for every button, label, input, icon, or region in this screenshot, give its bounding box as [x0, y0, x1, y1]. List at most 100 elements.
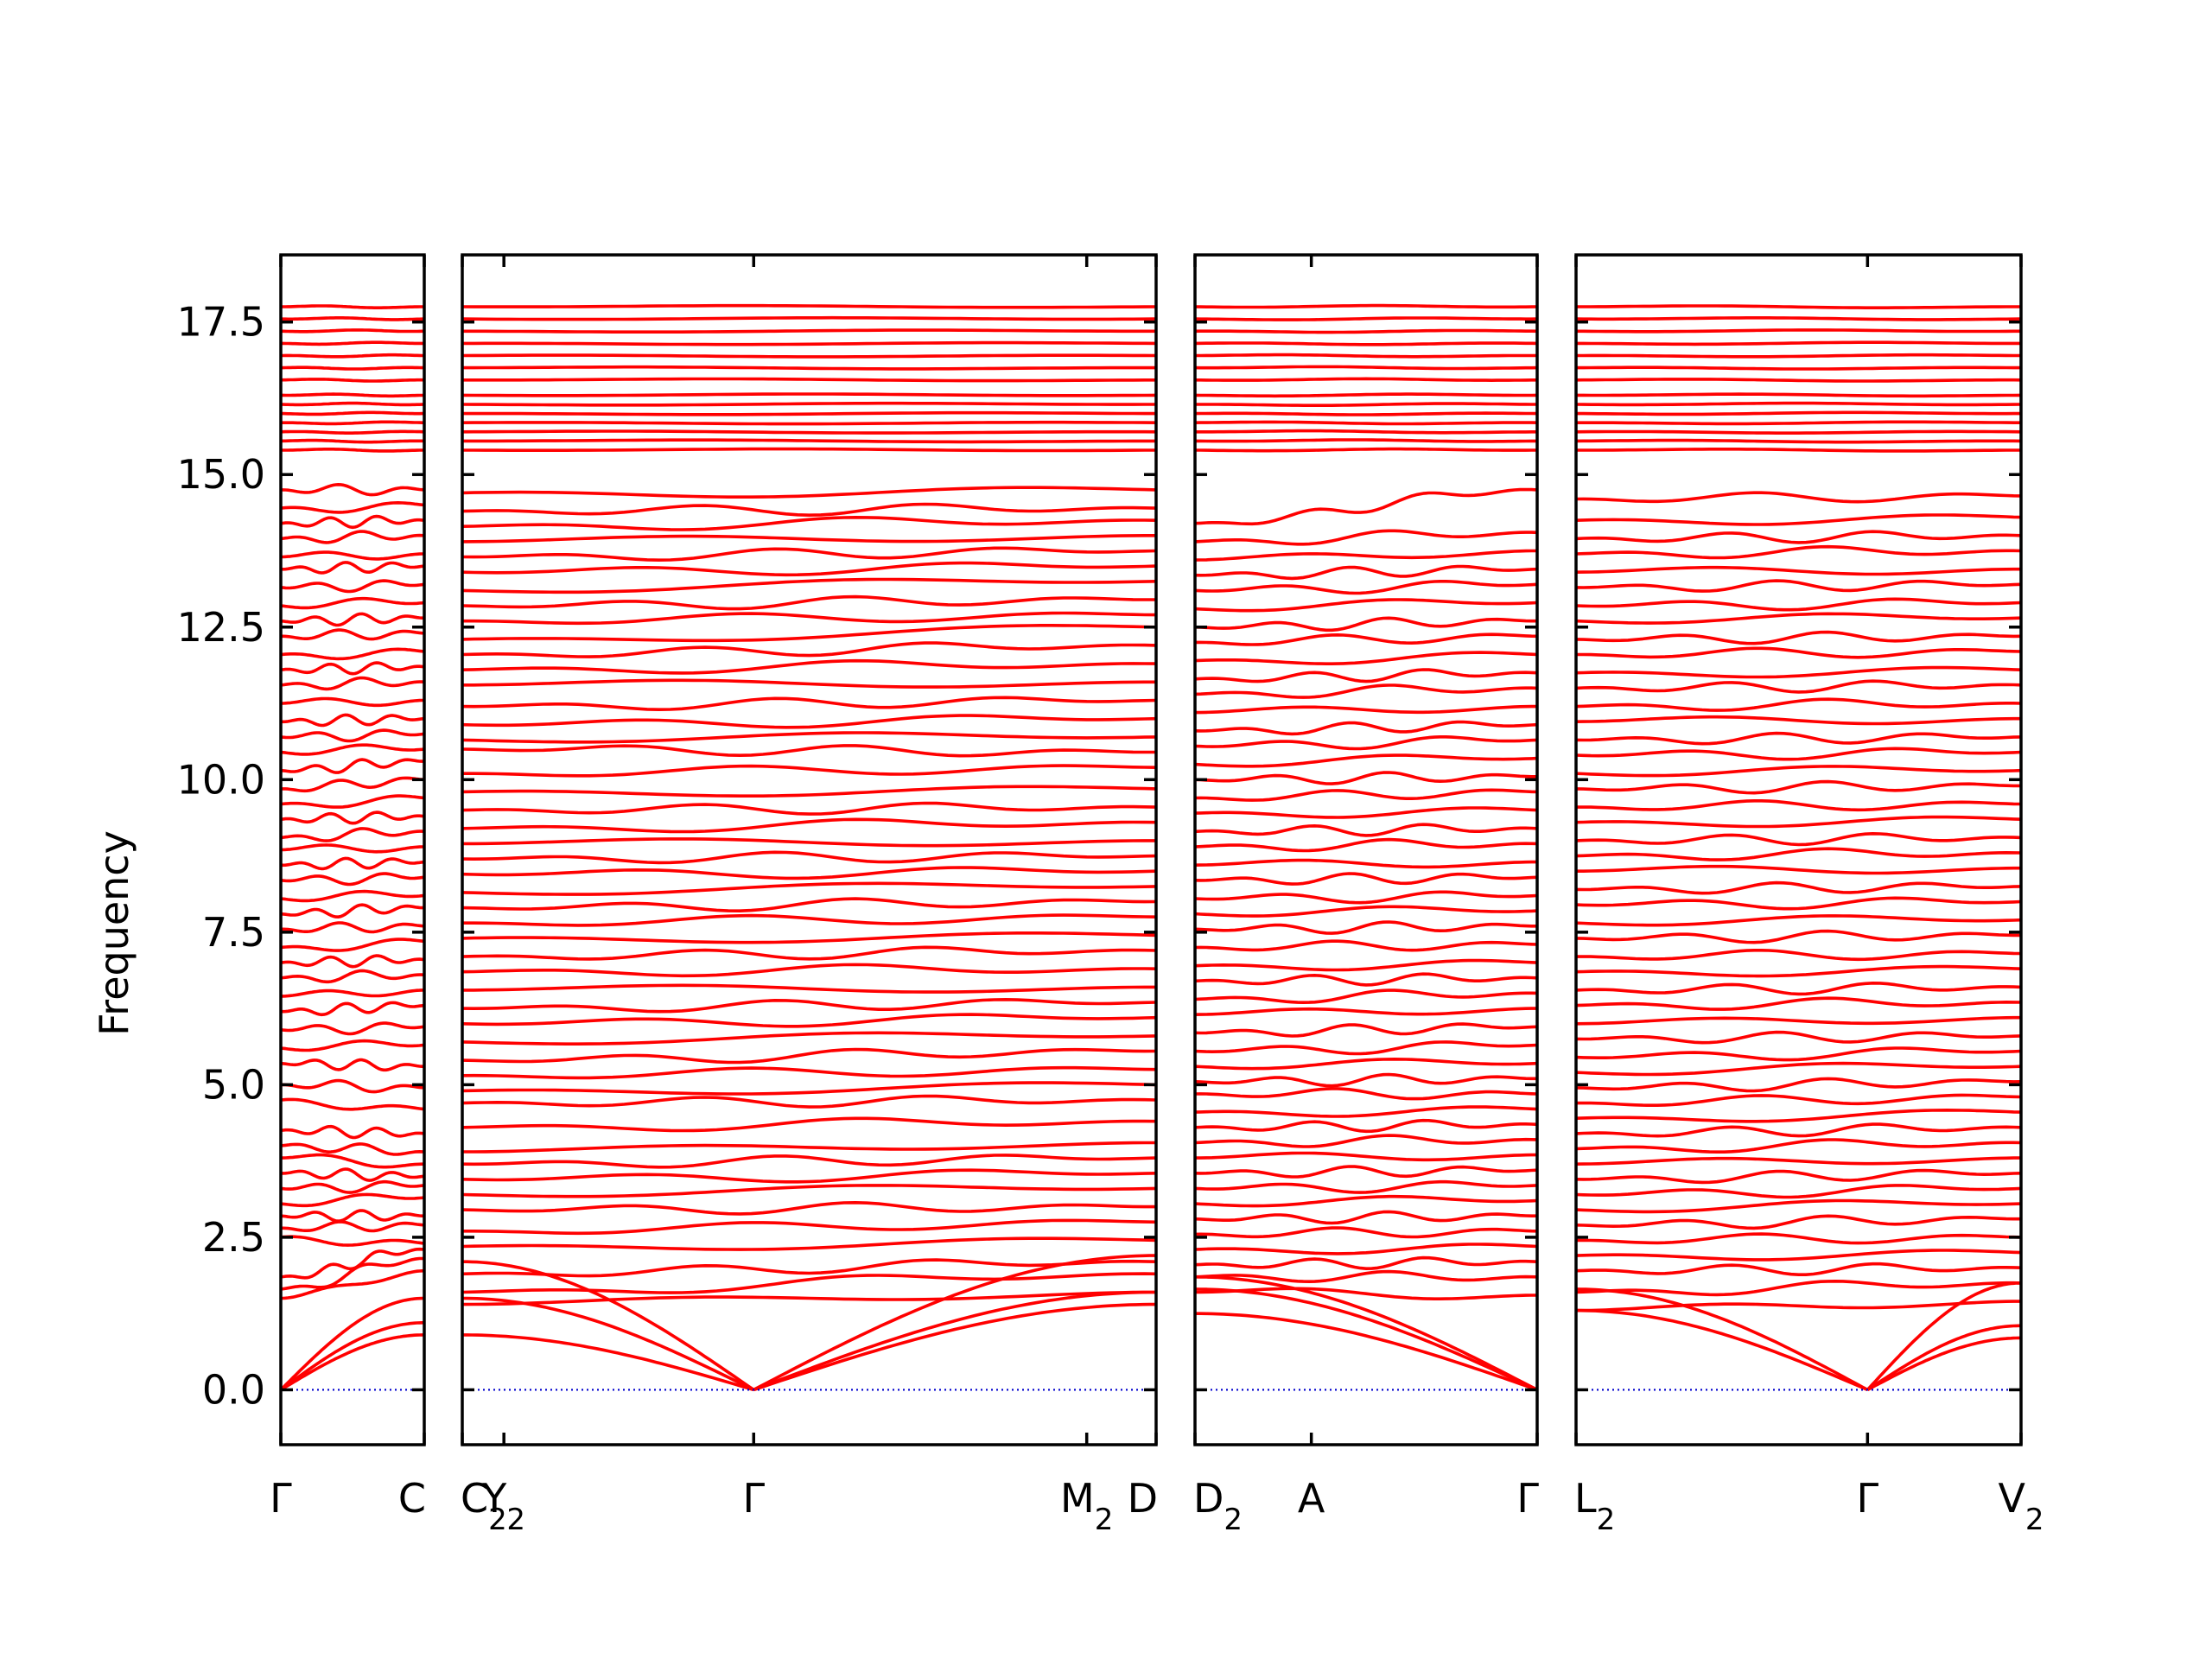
acoustic-branch-line [753, 1302, 1156, 1392]
acoustic-branch-line [1194, 1275, 1538, 1392]
phonon-band-line [280, 758, 424, 774]
phonon-band-line [461, 801, 1157, 816]
phonon-band-line [280, 728, 425, 743]
phonon-band-line [1194, 1087, 1538, 1101]
phonon-band-line [461, 1236, 1157, 1251]
phonon-band-line [1575, 1249, 2022, 1262]
phonon-band-line [1194, 328, 1538, 334]
phonon-band-line [1575, 1198, 2022, 1214]
phonon-band-line [462, 678, 1156, 689]
phonon-band-line [461, 1065, 1157, 1080]
phonon-band-line [461, 945, 1157, 961]
phonon-band-line [1576, 392, 2022, 398]
phonon-band-line [461, 850, 1157, 865]
phonon-band-line [462, 764, 1157, 778]
phonon-band-line [462, 983, 1156, 994]
phonon-band-line [461, 785, 1157, 798]
phonon-band-line [281, 483, 425, 497]
phonon-band-line [280, 676, 425, 691]
phonon-band-line [462, 410, 1156, 416]
x-tick-label: L2 [1574, 1475, 1615, 1537]
phonon-band-line [1194, 1269, 1538, 1283]
phonon-band-line [1194, 529, 1538, 546]
phonon-band-line [1194, 580, 1538, 595]
phonon-band-line [461, 963, 1157, 978]
phonon-band-line [461, 1154, 1157, 1169]
phonon-band-line [1575, 1077, 2022, 1093]
phonon-band-line [280, 514, 425, 530]
bands-layer [279, 303, 2022, 1392]
phonon-band-line [280, 1001, 425, 1017]
phonon-band-line [462, 365, 1156, 371]
phonon-band-line [1575, 1093, 2022, 1107]
phonon-band-line [461, 897, 1157, 912]
phonon-band-line [280, 501, 425, 514]
phonon-band-line [281, 550, 424, 561]
phonon-band-line [1194, 1210, 1537, 1225]
phonon-band-line [1195, 429, 1537, 435]
phonon-band-line [1575, 1214, 2021, 1230]
phonon-band-line [1575, 1168, 2022, 1185]
phonon-band-line [1575, 929, 2021, 944]
phonon-band-line [281, 365, 424, 371]
panel-frame [279, 253, 426, 1446]
phonon-band-line [1575, 765, 2022, 778]
phonon-band-line [461, 1272, 1157, 1294]
phonon-band-line [1194, 1022, 1538, 1038]
phonon-band-line [280, 810, 425, 825]
x-tick-label: C [398, 1475, 426, 1522]
phonon-band-line [1575, 513, 2022, 526]
phonon-band-line [461, 401, 1156, 407]
phonon-band-line [1194, 1134, 1538, 1148]
x-tick-label: M2 [1060, 1475, 1113, 1537]
phonon-band-line [1194, 1226, 1538, 1239]
phonon-band-line [1194, 1179, 1538, 1194]
phonon-band-line [1576, 328, 2021, 334]
x-tick-label: Γ [742, 1475, 765, 1522]
phonon-band-line [461, 1201, 1156, 1216]
phonon-band-line [1575, 1061, 2022, 1077]
phonon-band-line [461, 998, 1157, 1014]
phonon-band-line [461, 1081, 1157, 1096]
phonon-band-line [280, 1179, 425, 1194]
phonon-band-line [1575, 429, 2022, 435]
phonon-band-line [462, 1141, 1156, 1154]
phonon-band-line [1194, 788, 1538, 802]
panel-frame [1574, 253, 2023, 1446]
phonon-band-line [461, 1031, 1157, 1046]
phonon-band-line [1194, 753, 1538, 768]
phonon-band-line [280, 938, 425, 952]
acoustic-branch-line [1866, 1324, 2021, 1391]
acoustic-branch-line [1575, 1287, 1869, 1391]
phonon-band-line [1575, 630, 2022, 645]
phonon-band-line [1194, 905, 1538, 918]
phonon-band-line [1194, 1165, 1538, 1179]
phonon-band-line [280, 1209, 424, 1223]
phonon-band-line [461, 744, 1156, 758]
phonon-band-line [1575, 697, 2022, 712]
y-tick-label: 10.0 [177, 756, 265, 803]
phonon-band-line [280, 856, 425, 871]
phonon-band-line [1194, 1287, 1537, 1300]
phonon-band-line [281, 448, 424, 453]
phonon-band-line [461, 546, 1157, 562]
acoustic-branch-line [753, 1290, 1156, 1392]
phonon-band-line [461, 881, 1157, 896]
phonon-band-line [1195, 438, 1537, 443]
acoustic-branch-line [1575, 1308, 1869, 1392]
phonon-band-line [1194, 651, 1538, 665]
phonon-band-line [1575, 544, 2022, 560]
phonon-band-line [1194, 958, 1538, 972]
phonon-band-line [1194, 1105, 1538, 1118]
phonon-band-line [1576, 646, 2022, 659]
phonon-band-line [1195, 377, 1537, 382]
phonon-band-line [461, 1094, 1157, 1109]
phonon-band-line [280, 378, 425, 383]
phonon-band-line [1194, 872, 1538, 886]
phonon-band-line [280, 872, 425, 887]
phonon-band-line [1194, 392, 1538, 398]
phonon-band-line [280, 713, 425, 728]
y-tick-label: 7.5 [202, 909, 265, 956]
acoustic-branch-line [1195, 1312, 1538, 1392]
phonon-band-line [461, 731, 1157, 744]
